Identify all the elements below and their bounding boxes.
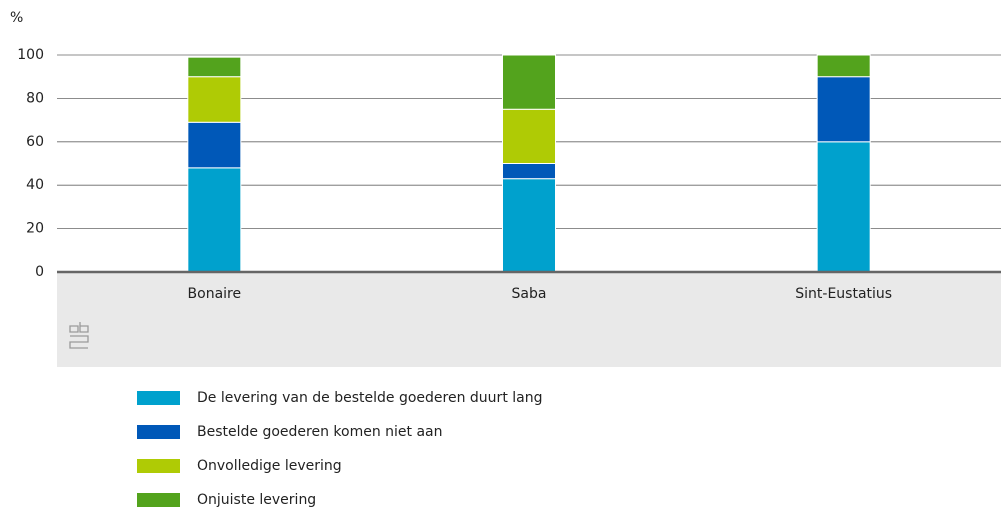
logo <box>69 322 89 349</box>
legend-swatch <box>137 391 180 405</box>
x-tick-label: Saba <box>512 286 547 302</box>
y-tick-label: 100 <box>17 47 44 63</box>
bar-segment <box>816 141 871 273</box>
legend-swatch <box>137 493 180 507</box>
bar-segment <box>502 163 556 180</box>
bar-segment <box>187 167 242 273</box>
legend-swatch <box>137 459 180 473</box>
bar-segment <box>187 121 242 169</box>
bar-segment <box>816 76 871 143</box>
y-axis-label: % <box>10 10 23 26</box>
x-tick-label: Sint-Eustatius <box>795 286 892 302</box>
bar-segment <box>502 178 556 273</box>
y-tick-label: 20 <box>26 221 44 237</box>
legend-label: Onvolledige levering <box>197 458 342 474</box>
legend-swatch <box>137 425 180 439</box>
y-tick-label: 80 <box>26 90 44 106</box>
y-tick-label: 0 <box>35 264 44 280</box>
legend-label: De levering van de bestelde goederen duu… <box>197 390 542 406</box>
legend-label: Onjuiste levering <box>197 492 316 508</box>
bar-segment <box>187 76 242 123</box>
bar-segment <box>816 54 871 78</box>
y-tick-label: 40 <box>26 177 44 193</box>
x-tick-label: Bonaire <box>188 286 242 302</box>
bar-segment <box>502 108 556 164</box>
bar-segment <box>187 56 242 78</box>
axis-band <box>57 272 1001 367</box>
bar-segment <box>502 54 556 110</box>
y-tick-label: 60 <box>26 134 44 150</box>
legend-label: Bestelde goederen komen niet aan <box>197 424 443 440</box>
